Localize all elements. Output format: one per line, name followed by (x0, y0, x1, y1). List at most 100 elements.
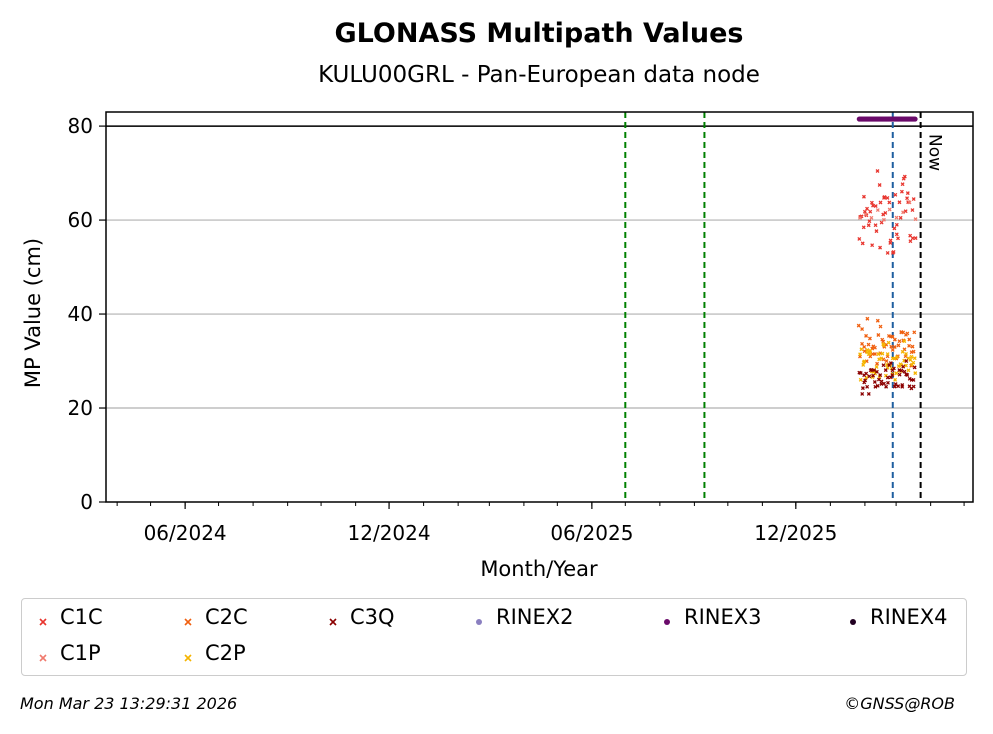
data-point (863, 378, 868, 383)
data-point (899, 368, 904, 373)
data-point (860, 386, 865, 391)
data-point (875, 361, 880, 366)
legend-marker-icon (472, 610, 486, 625)
data-point (862, 209, 867, 214)
data-point (898, 215, 903, 220)
legend-label: RINEX4 (870, 605, 948, 629)
data-point (873, 223, 878, 228)
data-point (883, 211, 888, 215)
data-point (913, 217, 918, 222)
data-point (908, 233, 913, 238)
data-point (858, 371, 863, 375)
legend-marker-icon (36, 646, 50, 662)
data-point (893, 382, 898, 387)
data-point (911, 197, 916, 202)
data-point (860, 327, 865, 332)
chart-subtitle: KULU00GRL - Pan-European data node (318, 62, 760, 88)
data-point (894, 232, 899, 237)
data-point (885, 251, 890, 255)
data-point (907, 384, 912, 389)
data-point (900, 384, 905, 389)
data-point (886, 380, 890, 385)
data-point (869, 215, 874, 220)
data-point (881, 357, 886, 362)
data-point (879, 356, 884, 361)
x-tick-label: 06/2024 (144, 521, 227, 545)
data-point (905, 331, 910, 336)
data-point (892, 345, 897, 349)
data-point (911, 349, 916, 354)
data-point (861, 362, 866, 367)
data-point (892, 356, 897, 361)
data-point (860, 241, 865, 246)
data-point (900, 182, 905, 187)
data-point (911, 384, 916, 389)
chart-legend: C1C C1P C2C C2P C3Q RINEX2 RINEX3 RINEX4 (21, 598, 967, 676)
data-point (885, 352, 890, 357)
data-point (906, 368, 911, 373)
data-point (884, 359, 889, 363)
data-point (891, 366, 896, 371)
legend-marker-icon (181, 646, 195, 662)
data-point (872, 345, 877, 350)
data-point (864, 333, 869, 338)
timestamp-label: Mon Mar 23 13:29:31 2026 (20, 694, 238, 713)
data-point (862, 359, 867, 364)
data-point (857, 236, 862, 241)
legend-marker-icon (660, 610, 674, 625)
data-point (862, 349, 867, 354)
data-point (896, 236, 900, 241)
legend-item-c3q: C3Q (326, 605, 395, 629)
data-point (893, 192, 898, 197)
data-point (910, 344, 915, 349)
data-point (876, 333, 881, 337)
data-point (894, 222, 899, 227)
data-point (872, 380, 877, 384)
data-point (883, 368, 888, 373)
data-point (881, 363, 886, 368)
data-point (888, 361, 893, 366)
data-point (876, 377, 881, 382)
data-point (907, 337, 912, 342)
data-point (864, 371, 869, 376)
legend-label: C3Q (350, 605, 395, 629)
x-tick-label: 12/2025 (754, 521, 837, 545)
data-point (907, 343, 912, 348)
legend-item-c1c: C1C (36, 605, 103, 629)
data-point (874, 369, 879, 374)
data-point (878, 373, 883, 378)
data-point (900, 349, 905, 354)
data-point (861, 194, 866, 199)
data-point (894, 215, 899, 220)
data-point (890, 373, 895, 378)
legend-item-c2p: C2P (181, 641, 246, 665)
data-point (887, 200, 892, 205)
data-point (880, 351, 885, 356)
legend-marker-icon (846, 610, 860, 625)
data-point (892, 226, 897, 231)
credit-label: ©GNSS@ROB (844, 694, 955, 713)
data-point (858, 377, 863, 382)
data-point (905, 373, 910, 377)
data-point (866, 391, 871, 396)
data-point (862, 345, 867, 349)
data-point (867, 351, 872, 356)
data-point (884, 384, 889, 389)
data-point (892, 337, 897, 342)
data-point (863, 212, 868, 217)
legend-label: C2C (205, 605, 248, 629)
data-point (875, 383, 880, 388)
data-point (892, 384, 897, 389)
data-point (899, 189, 904, 194)
legend-label: C1C (60, 605, 103, 629)
data-point (864, 375, 869, 380)
y-tick-label: 0 (80, 490, 93, 514)
data-point (878, 324, 883, 329)
plot-area: 06/2024 12/2024 06/2025 12/2025 0 20 40 60 80 Now (68, 111, 974, 545)
y-tick-label: 60 (68, 208, 93, 232)
data-point (904, 351, 909, 356)
data-point (860, 341, 865, 346)
data-point (897, 200, 902, 205)
data-point (877, 357, 882, 362)
data-point (873, 352, 877, 356)
